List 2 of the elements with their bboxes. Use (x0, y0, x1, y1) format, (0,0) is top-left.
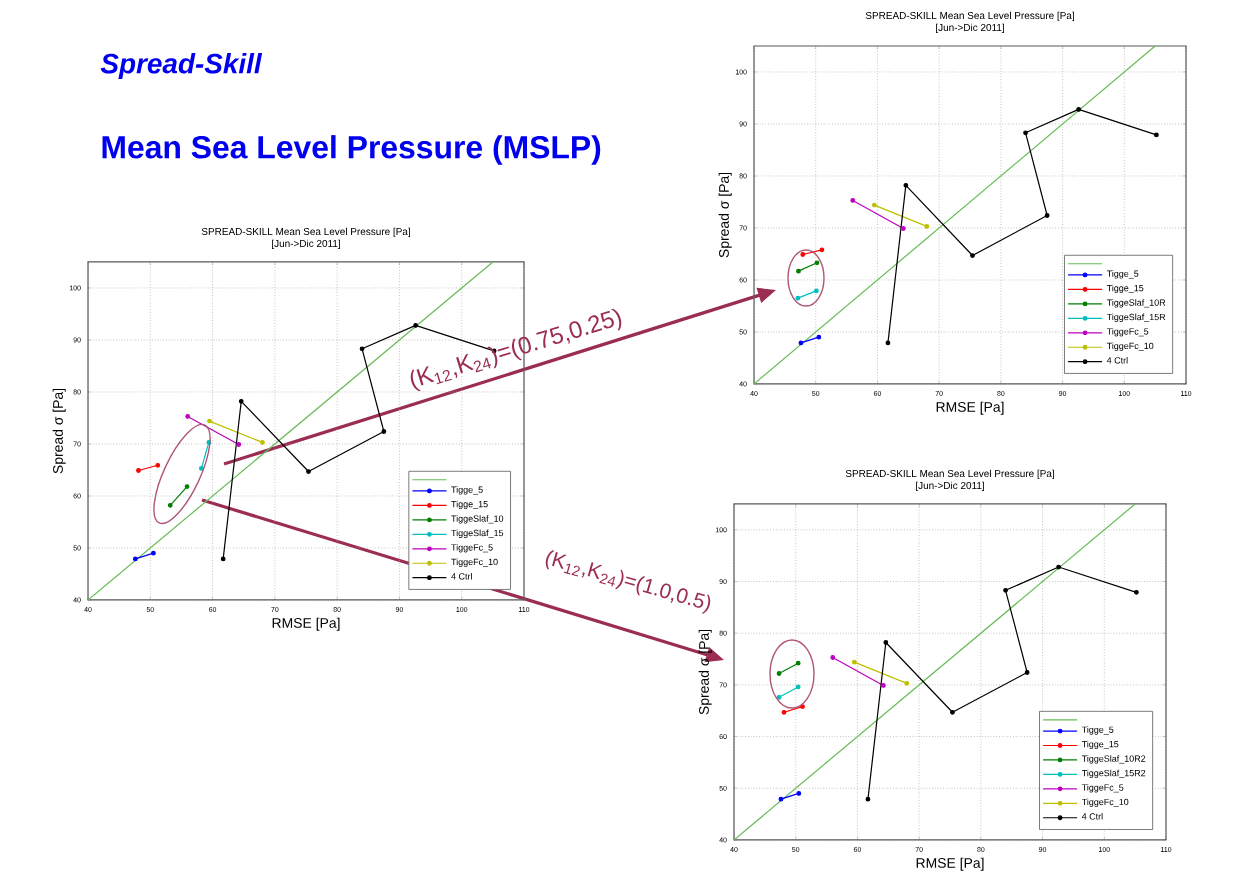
text: Spread-Skill (100, 52, 263, 79)
text: Mean Sea Level Pressure (MSLP) (102, 135, 601, 165)
